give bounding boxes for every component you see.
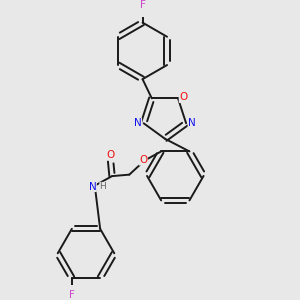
Text: H: H	[100, 182, 106, 191]
Text: F: F	[140, 0, 146, 10]
Text: N: N	[188, 118, 196, 128]
Text: O: O	[179, 92, 188, 102]
Text: N: N	[134, 118, 142, 128]
Text: O: O	[139, 155, 147, 165]
Text: N: N	[88, 182, 96, 191]
Text: F: F	[69, 290, 75, 300]
Text: O: O	[106, 150, 115, 160]
